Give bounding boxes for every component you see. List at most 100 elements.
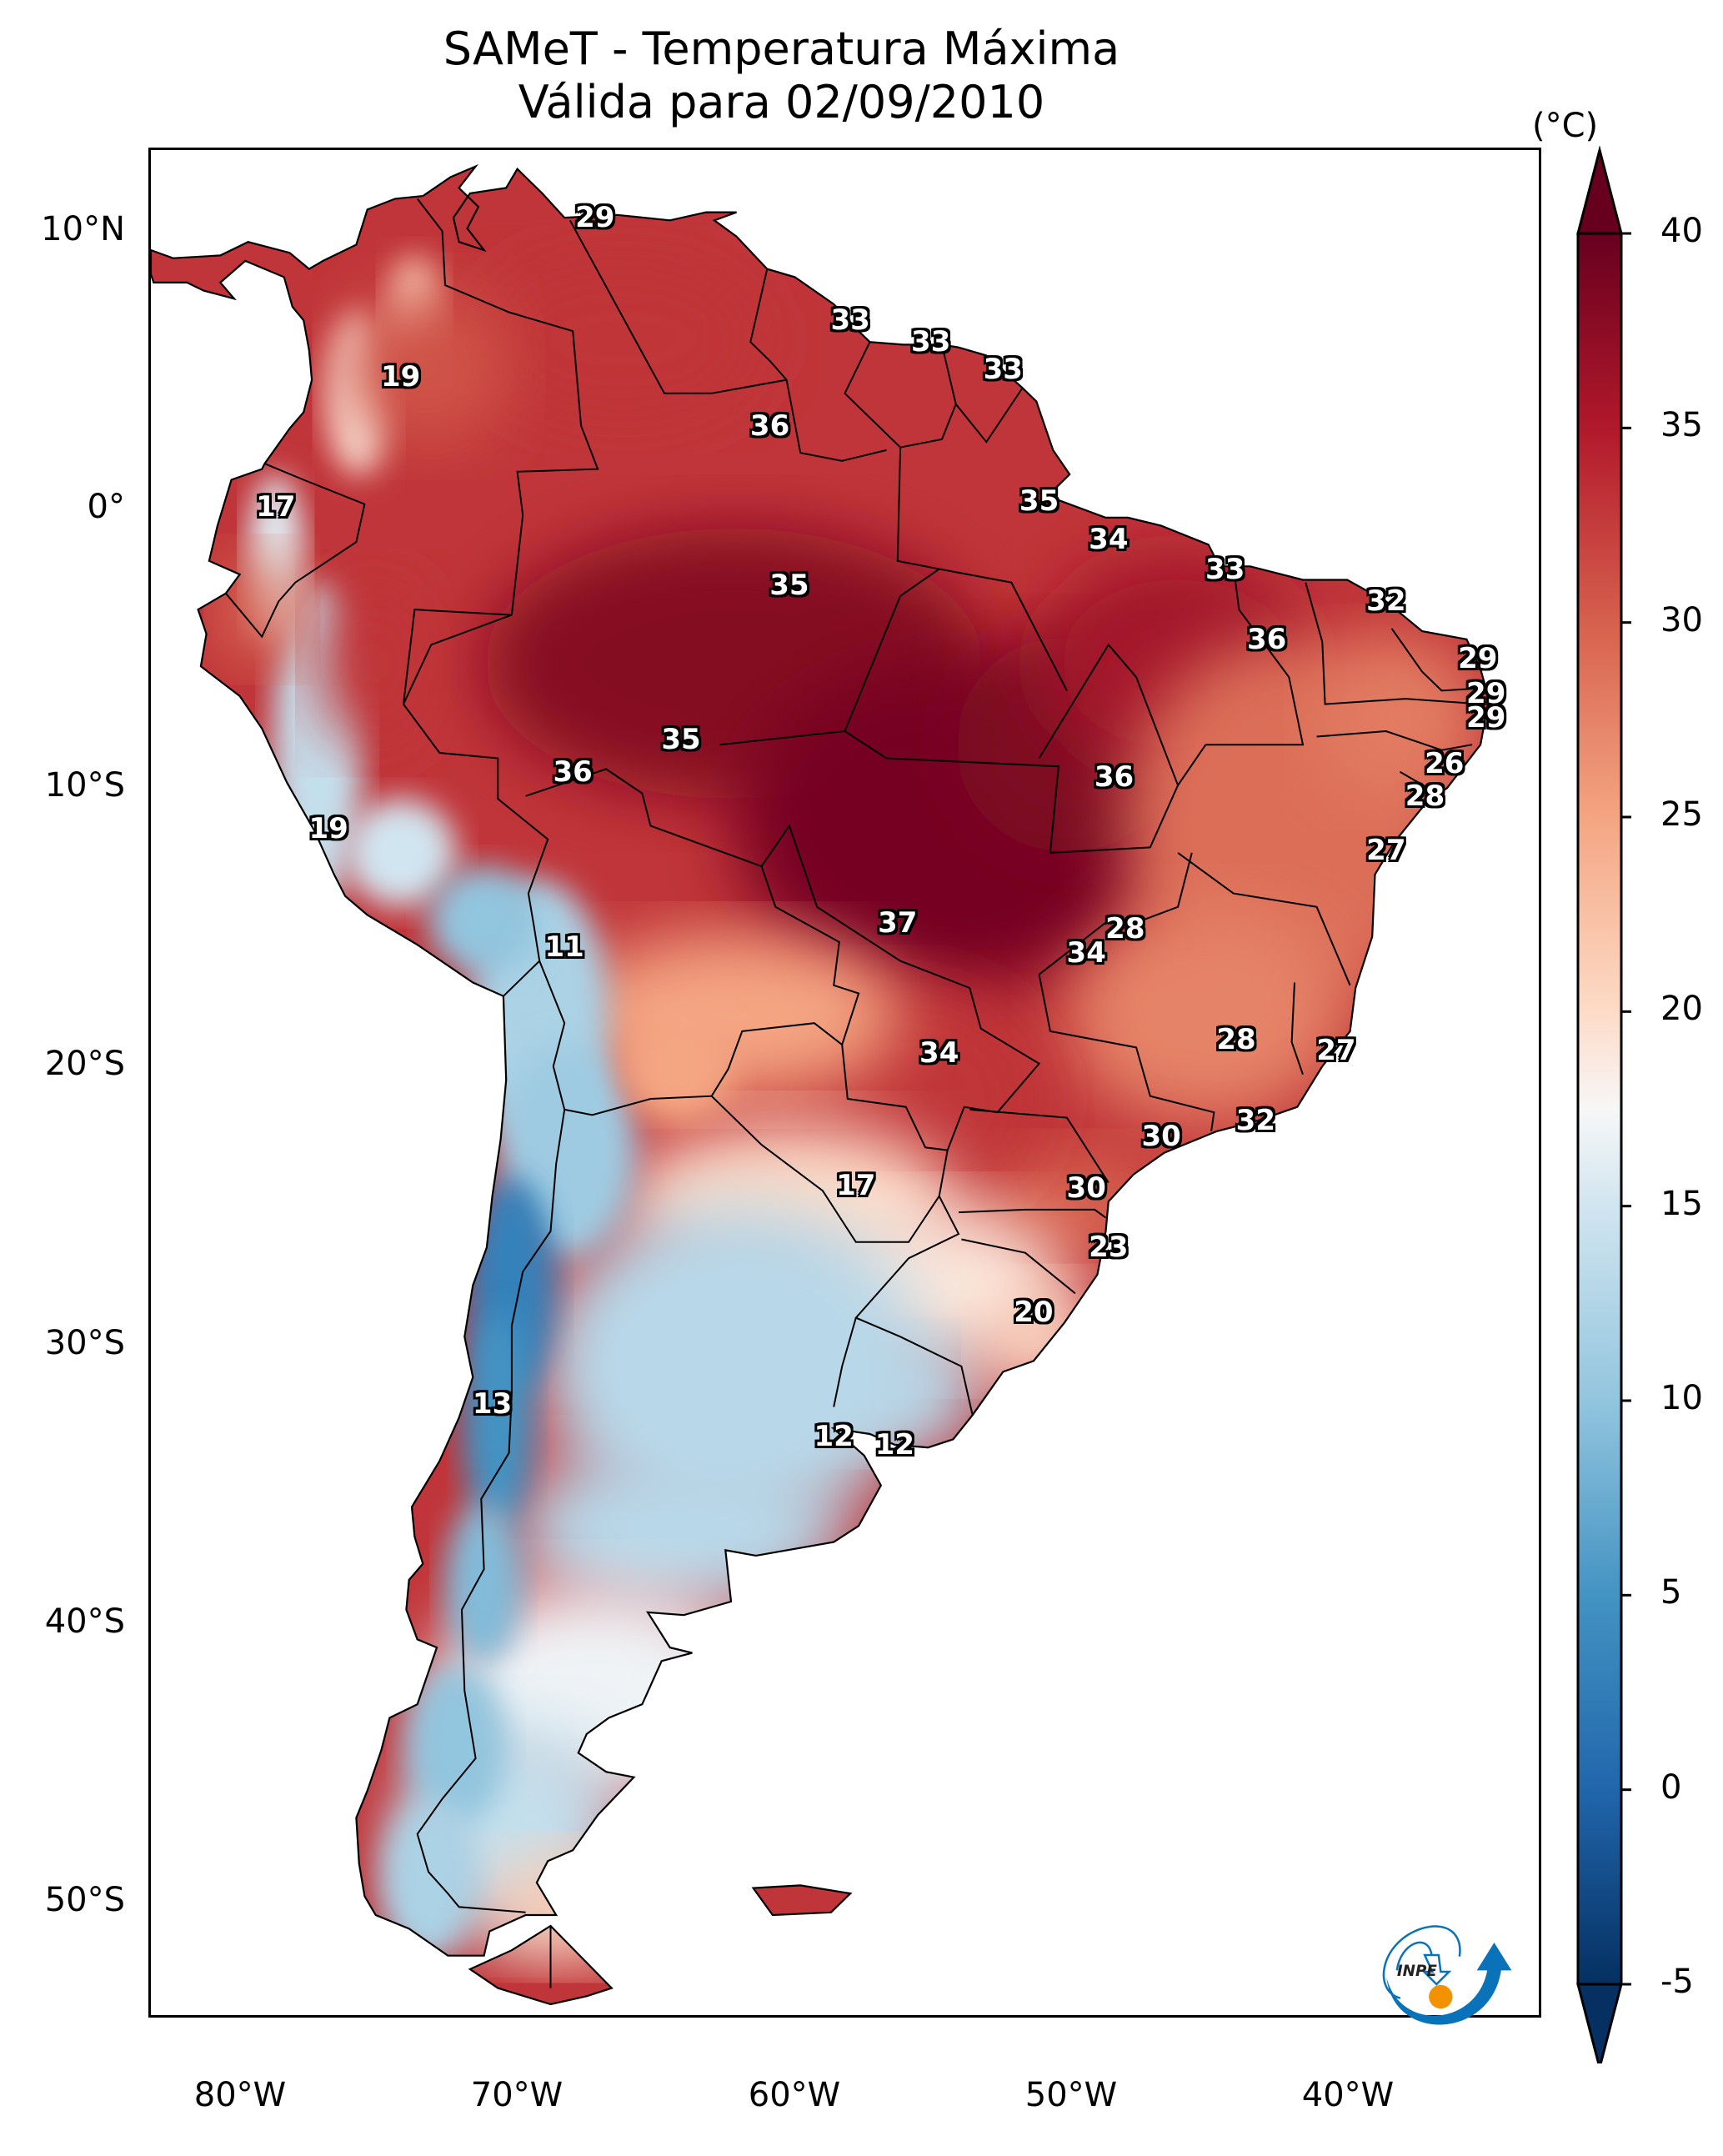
station-temperature-label: 13 [472,1387,513,1421]
station-temperature-label: 34 [1066,935,1106,970]
station-temperature-label: 36 [749,409,790,443]
station-temperature-label: 28 [1405,779,1445,813]
colorbar-tick-label: 40 [1660,212,1703,250]
station-temperature-label: 17 [256,489,296,524]
station-temperature-label: 36 [1246,622,1287,656]
colorbar-extend-min [1576,1983,1623,2063]
colorbar-tick-label: 5 [1660,1573,1682,1612]
chart-title: SAMeT - Temperatura Máxima [443,23,1120,75]
field-blob [1066,906,1345,1124]
station-temperature-label: 36 [553,755,593,789]
station-temperature-label: 32 [1235,1103,1275,1137]
y-tick-label: 20°S [44,1045,125,1083]
y-tick-label: 10°N [41,210,125,248]
logo-text: INPE [1397,1963,1438,1980]
station-temperature-label: 34 [1089,522,1129,556]
field-blob [428,866,540,975]
border-line [1038,852,1193,975]
x-tick-label: 70°W [470,2076,563,2114]
station-temperature-label: 29 [1466,676,1506,710]
y-tick-label: 10°S [44,766,125,805]
station-temperature-label: 33 [1205,552,1245,586]
station-temperature-label: 35 [661,722,701,756]
colorbar-tick-label: 35 [1660,406,1703,445]
station-temperature-label: 34 [919,1035,959,1070]
border-line [711,1095,940,1243]
field-blob [345,799,457,907]
logo-swirl [1382,1925,1461,1999]
border-line [841,1044,974,1416]
border-line [946,987,1041,1151]
border-line [1038,643,1180,786]
border-line [961,1238,1076,1295]
station-temperature-label: 12 [874,1427,915,1462]
station-temperature-label: 23 [1089,1231,1129,1265]
border-line [833,1317,857,1407]
station-temperature-label: 33 [830,303,870,338]
inpe-logo: INPE [1382,1925,1512,2025]
station-temperature-label: 35 [1019,484,1059,519]
border-line [1305,582,1484,705]
station-temperature-label: 12 [814,1420,854,1454]
colorbar-tick-label: 30 [1660,600,1703,639]
border-line [969,1108,1109,1184]
border-line [760,824,970,989]
y-tick-label: 40°S [44,1602,125,1641]
colorbar-tick-label: 15 [1660,1184,1703,1223]
border-line [844,341,957,449]
station-temperature-label: 27 [1316,1033,1356,1067]
field-blob [623,1015,734,1124]
station-temperature-label: 30 [1141,1120,1181,1154]
station-temperature-label: 28 [1105,911,1145,945]
border-line [525,768,860,1045]
station-temperature-label: 19 [381,360,421,394]
logo-orange-circle [1429,1984,1453,2009]
station-temperature-label: 36 [1094,760,1134,795]
logo-down-arrow [1421,1953,1452,1986]
colorbar-unit-label: (°C) [1532,107,1599,145]
field-blob [220,555,304,664]
border-line [416,198,599,615]
border-line [1316,730,1473,751]
colorbar [1576,146,1631,2063]
field-blob [345,285,512,448]
field-blob [539,1204,929,1529]
colorbar-tick-label: 25 [1660,795,1703,834]
station-temperature-label: 28 [1216,1022,1256,1056]
y-tick-label: 0° [87,488,125,526]
field-blob [483,258,762,421]
field-blob [444,1502,523,1664]
border-line [568,219,787,394]
border-line [958,1208,1107,1219]
colorbar-tick-label: 10 [1660,1379,1703,1417]
station-temperature-label: 29 [1466,700,1506,735]
border-line [719,730,1207,854]
border-line [954,387,1024,444]
station-temperature-label: 11 [544,930,584,965]
field-blob [483,1853,651,1962]
border-line [402,614,549,997]
station-temperature-label: 19 [308,811,348,845]
coastline [151,163,1490,2006]
border-line [1177,852,1351,986]
station-temperature-label: 26 [1425,746,1465,780]
border-line [403,609,512,704]
border-line [1205,566,1305,746]
colorbar-extend-max [1576,146,1623,235]
border-line [1399,770,1429,789]
station-temperature-label: 29 [575,201,615,235]
border-line [1290,982,1304,1075]
chart-subtitle: Válida para 02/09/2010 [518,76,1045,128]
field-blob [817,1339,984,1448]
border-line [225,463,366,639]
field-blob [1316,636,1484,800]
station-temperature-label: 33 [911,325,951,359]
temperature-field [151,163,1490,2006]
border-line [416,1109,566,1913]
country-borders [225,198,1486,1988]
logo-big-arrow [1386,1943,1512,2025]
station-temperature-label: 27 [1366,833,1406,867]
map-plot-area [148,148,1541,2018]
border-line [844,568,940,732]
border-line [538,960,843,1116]
